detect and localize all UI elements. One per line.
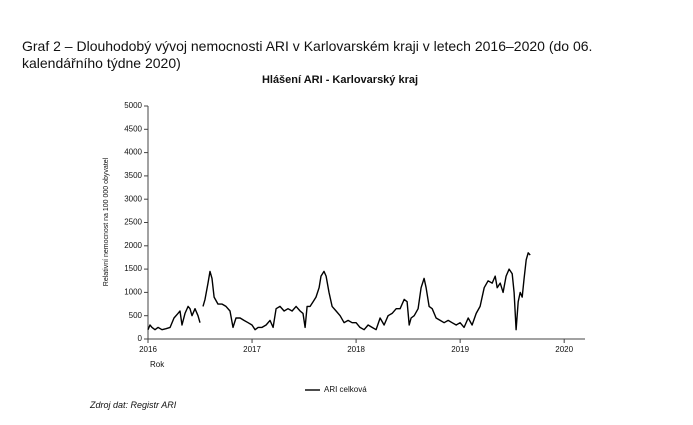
y-tick-label: 3500: [124, 171, 142, 180]
y-tick-label: 4000: [124, 148, 142, 157]
y-tick-label: 1000: [124, 288, 142, 297]
x-tick-label: 2016: [139, 345, 157, 354]
x-tick-label: 2019: [451, 345, 469, 354]
x-tick-label: 2018: [347, 345, 365, 354]
x-tick-label: 2017: [243, 345, 261, 354]
y-tick-label: 3000: [124, 194, 142, 203]
y-tick-label: 4500: [124, 124, 142, 133]
legend-label: ARI celková: [324, 385, 367, 394]
y-tick-label: 2500: [124, 218, 142, 227]
x-tick-label: 2020: [555, 345, 573, 354]
y-tick-label: 1500: [124, 264, 142, 273]
y-tick-label: 2000: [124, 241, 142, 250]
chart-title: Hlášení ARI - Karlovarský kraj: [262, 74, 418, 86]
y-tick-label: 500: [129, 311, 143, 320]
y-tick-label: 5000: [124, 101, 142, 110]
source: Zdroj dat: Registr ARI: [90, 400, 177, 410]
data-line: [147, 252, 531, 331]
y-axis-label: Relativní nemocnost na 100 000 obyvatel: [103, 157, 110, 286]
y-tick-label: 0: [138, 334, 143, 343]
caption: Graf 2 – Dlouhodobý vývoj nemocnosti ARI…: [22, 38, 593, 71]
x-axis-label: Rok: [150, 360, 165, 369]
